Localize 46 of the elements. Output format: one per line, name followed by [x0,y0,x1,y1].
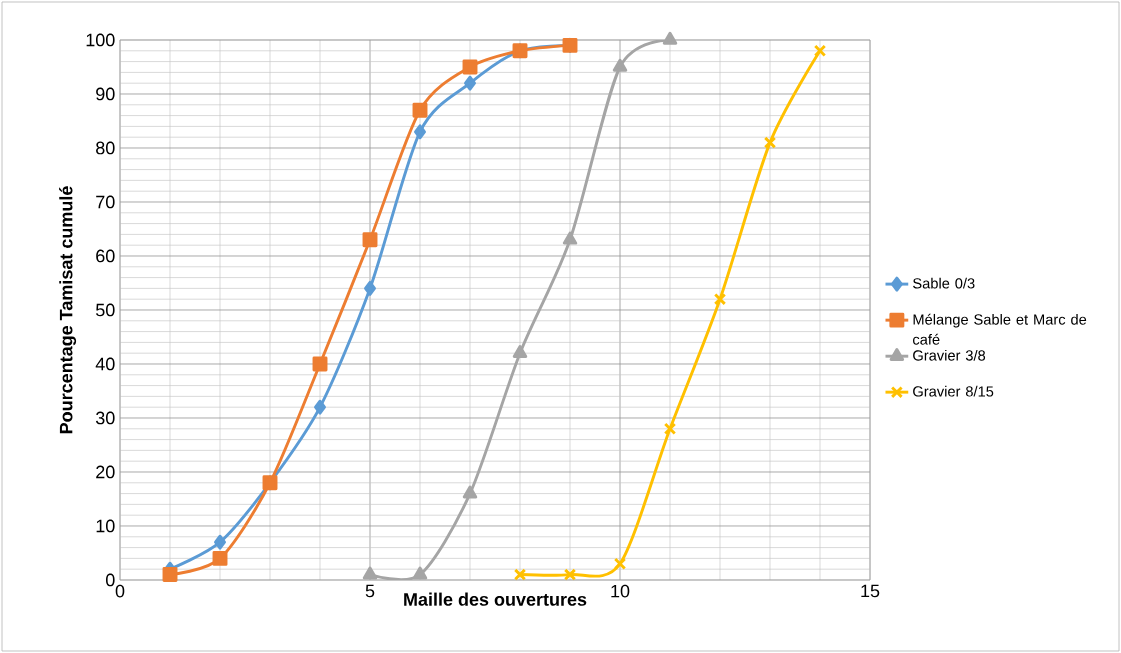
point [362,566,378,580]
point [713,293,727,306]
legend-label: Gravier 8/15 [913,385,994,397]
point [562,231,578,245]
x-tick-label: 10 [611,584,630,598]
y-axis-title: Pourcentage Tamisat cumulé [59,186,77,434]
y-tick-label: 30 [95,411,115,425]
point [412,102,428,118]
y-tick-label: 80 [96,141,115,155]
point [512,345,528,358]
point [212,550,228,566]
y-tick-label: 90 [96,87,115,101]
point [462,485,478,499]
legend-label: Gravier 3/8 [913,349,986,361]
point [613,557,627,570]
point [663,422,677,435]
point [314,399,326,415]
point [813,44,827,57]
y-tick-label: 70 [96,195,115,209]
point [513,568,527,581]
point [563,568,577,581]
legend-label: Sable 0/3 [913,277,975,289]
point [414,124,426,140]
point [214,534,226,550]
y-tick-label: 40 [95,357,115,371]
point [612,58,628,72]
x-tick-label: 15 [861,584,880,598]
y-tick-label: 10 [96,519,115,533]
point [464,75,476,91]
point [763,136,777,149]
y-tick-label: 100 [86,33,115,47]
y-tick-label: 50 [95,303,115,317]
legend-label: Mélange Sable et Marc de café [913,313,1087,345]
y-tick-label: 0 [106,573,115,587]
x-tick-label: 5 [365,584,375,598]
point [364,280,376,296]
x-axis-title: Maille des ouvertures [404,592,587,606]
point [412,566,428,580]
x-tick-label: 0 [115,584,125,598]
point [162,567,178,583]
point [312,356,328,372]
point [362,232,378,248]
y-tick-label: 20 [96,465,115,479]
point [662,31,678,45]
point [462,59,478,75]
y-tick-label: 60 [96,249,115,263]
